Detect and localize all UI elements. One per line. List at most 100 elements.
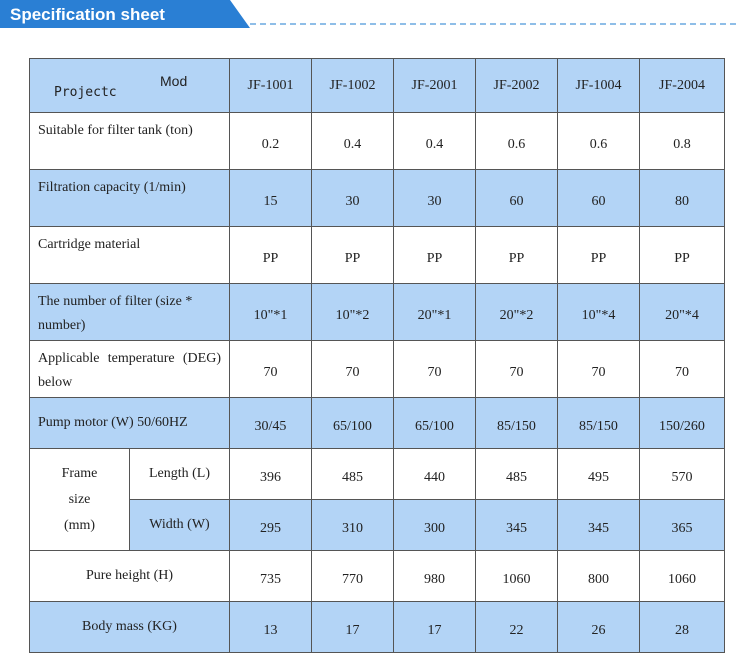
table-row: Frame size (mm) Length (L) 396 485 440 485 495…: [29, 448, 725, 551]
value: 10"*1: [253, 308, 288, 323]
value: 70: [427, 365, 442, 380]
column-header: JF-1004: [557, 58, 640, 113]
value-cell: PP: [475, 226, 558, 284]
value: 60: [591, 194, 606, 209]
value: PP: [426, 251, 443, 266]
banner: Specification sheet: [0, 0, 740, 28]
value: 1060: [668, 572, 696, 587]
value: 85/150: [579, 419, 618, 434]
corner-bottom: Projectc: [54, 85, 117, 100]
value-cell: 26: [557, 601, 640, 653]
row-label: Suitable for filter tank (ton): [29, 112, 230, 170]
value-cell: 85/150: [557, 397, 640, 449]
table-row: Width (W) 295 310 300 345 345 365: [30, 499, 725, 551]
value-cell: 28: [639, 601, 725, 653]
row-label: The number of filter (size * number): [29, 283, 230, 341]
table-row: Filtration capacity (1/min) 15 30 30 60 60 80: [29, 169, 725, 227]
row-label: Pump motor (W) 50/60HZ: [29, 397, 230, 449]
value-cell: 20"*1: [393, 283, 476, 341]
value: 15: [263, 194, 278, 209]
value-cell: 10"*1: [229, 283, 312, 341]
value-cell: 365: [639, 499, 725, 551]
value: 65/100: [333, 419, 372, 434]
value: 485: [506, 470, 527, 485]
value: 345: [588, 521, 609, 536]
value-cell: 440: [393, 448, 476, 500]
corner-top: Mod: [160, 73, 188, 89]
value-cell: 570: [639, 448, 725, 500]
column-header: JF-2004: [639, 58, 725, 113]
column-header: JF-1002: [311, 58, 394, 113]
value: 345: [506, 521, 527, 536]
value-cell: 300: [393, 499, 476, 551]
value: 310: [342, 521, 363, 536]
value-cell: 295: [229, 499, 312, 551]
value: 22: [509, 623, 524, 638]
table-row: Pure height (H) 735 770 980 1060 800 1060: [29, 550, 725, 602]
value: 0.4: [425, 137, 444, 152]
corner: Mod Projectc: [30, 59, 229, 112]
value-cell: 345: [557, 499, 640, 551]
table-row: Mod Projectc JF-1001 JF-1002 JF-2001 JF-2002 J…: [29, 58, 725, 113]
value-cell: 13: [229, 601, 312, 653]
value: 30/45: [254, 419, 287, 434]
column-header: JF-2001: [393, 58, 476, 113]
value-cell: 10"*4: [557, 283, 640, 341]
value: 0.2: [261, 137, 280, 152]
value: 65/100: [415, 419, 454, 434]
value: 735: [260, 572, 281, 587]
value: 17: [427, 623, 442, 638]
value: 60: [509, 194, 524, 209]
value-cell: 30: [393, 169, 476, 227]
value-cell: 735: [229, 550, 312, 602]
value: 80: [675, 194, 689, 209]
value: 485: [342, 470, 363, 485]
value: 10"*2: [335, 308, 370, 323]
row-label: Body mass (KG): [29, 601, 230, 653]
value-cell: 485: [311, 448, 394, 500]
column-header: JF-1001: [229, 58, 312, 113]
value: 980: [424, 572, 445, 587]
row-label: Length (L): [129, 448, 230, 500]
value: 20"*2: [499, 308, 534, 323]
value-cell: 70: [311, 340, 394, 398]
value-cell: 30/45: [229, 397, 312, 449]
value: PP: [508, 251, 525, 266]
value-cell: 20"*2: [475, 283, 558, 341]
value-cell: 85/150: [475, 397, 558, 449]
value-cell: 0.4: [393, 112, 476, 170]
value-cell: 345: [475, 499, 558, 551]
value-cell: 1060: [639, 550, 725, 602]
value-cell: 1060: [475, 550, 558, 602]
corner-cell: Mod Projectc: [29, 58, 230, 113]
value: PP: [590, 251, 607, 266]
value-cell: 17: [311, 601, 394, 653]
value-cell: 70: [639, 340, 725, 398]
table-row: Cartridge material PP PP PP PP PP PP: [29, 226, 725, 284]
value-cell: 10"*2: [311, 283, 394, 341]
value: 440: [424, 470, 445, 485]
table-row: Applicable temperature (DEG) below 70 70 70…: [29, 340, 725, 398]
value: 0.6: [589, 137, 608, 152]
value: 150/260: [659, 419, 705, 434]
value: 85/150: [497, 419, 536, 434]
value-cell: 15: [229, 169, 312, 227]
value: 70: [509, 365, 524, 380]
value: PP: [262, 251, 279, 266]
banner-title: Specification sheet: [10, 5, 165, 24]
value-cell: 17: [393, 601, 476, 653]
value-cell: 60: [557, 169, 640, 227]
value: 1060: [502, 572, 531, 587]
value-cell: 770: [311, 550, 394, 602]
value-cell: 30: [311, 169, 394, 227]
value-cell: 485: [475, 448, 558, 500]
table-row: The number of filter (size * number) 10"*…: [29, 283, 725, 341]
row-label: Pure height (H): [29, 550, 230, 602]
value: 365: [671, 521, 693, 536]
group-label: Frame size (mm): [29, 448, 130, 551]
value-cell: 0.8: [639, 112, 725, 170]
value: 0.4: [343, 137, 362, 152]
table-row: Body mass (KG) 13 17 17 22 26 28: [29, 601, 725, 653]
value-cell: 80: [639, 169, 725, 227]
value-cell: 70: [557, 340, 640, 398]
